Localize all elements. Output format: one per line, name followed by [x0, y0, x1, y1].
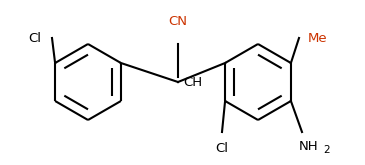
Text: CN: CN — [169, 15, 188, 28]
Text: Cl: Cl — [215, 142, 228, 155]
Text: CH: CH — [183, 76, 202, 88]
Text: Cl: Cl — [28, 32, 41, 45]
Text: 2: 2 — [323, 145, 330, 155]
Text: Me: Me — [308, 32, 328, 45]
Text: NH: NH — [299, 140, 319, 153]
